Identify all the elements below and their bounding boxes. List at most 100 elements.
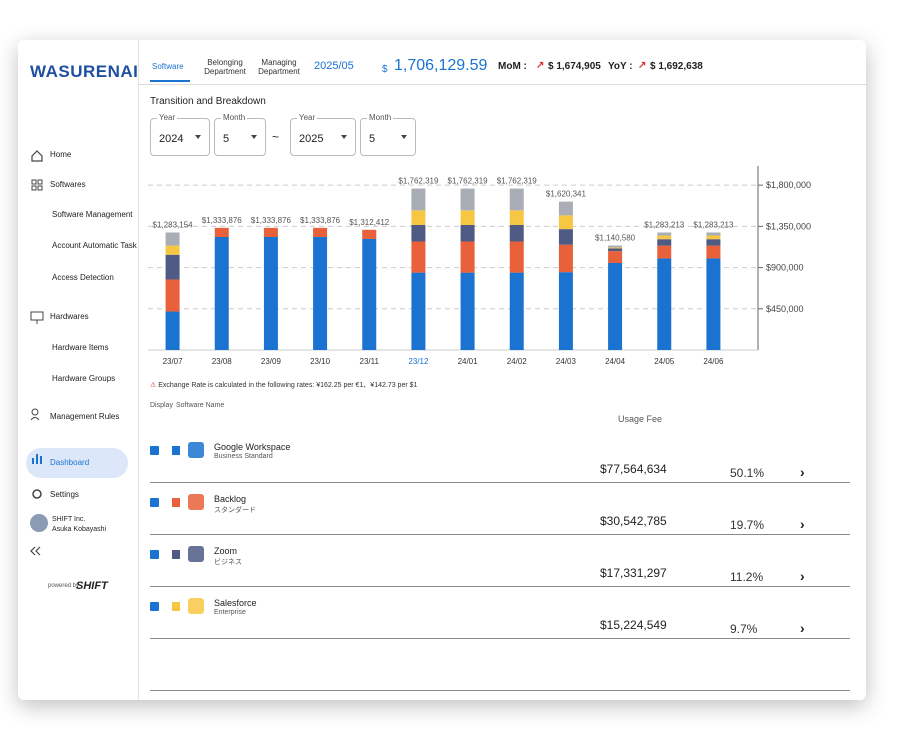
usage-share: 9.7% xyxy=(730,622,758,636)
yoy-label: YoY : xyxy=(608,61,633,72)
bar-segment xyxy=(165,232,180,246)
table: Google Workspace Business Standard Backlog… xyxy=(150,432,850,692)
nav-item[interactable]: Settings xyxy=(50,490,79,499)
usage-share: 50.1% xyxy=(730,466,765,480)
month-select[interactable]: Month 5 xyxy=(360,113,416,156)
tab[interactable]: Software xyxy=(152,62,184,71)
avatar[interactable] xyxy=(30,514,48,532)
table-row: Zoom ビジネス xyxy=(150,536,850,587)
x-tick-label: 23/12 xyxy=(408,357,429,366)
bar-segment xyxy=(165,279,180,312)
x-tick-label: 23/07 xyxy=(163,357,184,366)
bar-segment xyxy=(411,241,426,273)
total-label: $1,312,412 xyxy=(349,218,390,227)
x-tick-label: 23/11 xyxy=(360,357,380,366)
nav-item[interactable]: Access Detection xyxy=(52,273,114,282)
bar-segment xyxy=(313,237,328,350)
tab[interactable]: Managing Department xyxy=(258,58,300,76)
period-select[interactable]: 2025/05 xyxy=(314,60,354,72)
nav-icons xyxy=(30,150,44,499)
row-chevron[interactable]: › xyxy=(800,464,805,480)
app-icon xyxy=(188,442,204,458)
nav-item[interactable]: Home xyxy=(50,150,72,159)
usage-fee: $77,564,634 xyxy=(600,462,667,476)
mom-arrow: ↗ xyxy=(536,60,545,71)
nav-item[interactable]: Hardware Groups xyxy=(52,374,116,383)
bar-segment xyxy=(460,210,475,225)
tab[interactable]: Belonging Department xyxy=(204,58,246,76)
year-select[interactable]: Year 2024 xyxy=(150,113,210,156)
checkbox[interactable] xyxy=(150,446,159,455)
bar-segment xyxy=(706,239,721,246)
nav-item[interactable]: Software Management xyxy=(52,210,133,219)
collapse-button[interactable] xyxy=(30,546,42,556)
bar-segment xyxy=(460,272,475,350)
bar-segment xyxy=(706,245,721,259)
total-label: $1,333,876 xyxy=(300,216,341,225)
logo[interactable]: WASURENAI xyxy=(30,62,139,81)
nav-item[interactable]: Management Rules xyxy=(50,412,120,421)
total-label: $1,283,213 xyxy=(693,220,734,229)
nav-item[interactable]: Hardwares xyxy=(50,312,89,321)
row-chevron[interactable]: › xyxy=(800,516,805,532)
total-amount: 1,706,129.59 xyxy=(394,57,488,74)
bar-segment xyxy=(558,272,573,350)
bar-segment xyxy=(411,210,426,225)
bar-segment xyxy=(509,241,524,273)
total-label: $1,762,319 xyxy=(497,177,538,186)
bar-segment xyxy=(214,237,229,350)
note-text: Exchange Rate is calculated in the follo… xyxy=(158,382,418,389)
yoy-arrow: ↗ xyxy=(638,60,647,71)
yoy-value: $ 1,692,638 xyxy=(650,61,703,72)
field-label: Year xyxy=(297,113,318,122)
x-tick-label: 24/03 xyxy=(556,357,577,366)
nav-item[interactable]: Hardware Items xyxy=(52,343,109,352)
bar-segment xyxy=(411,272,426,350)
x-tick-label: 23/09 xyxy=(261,357,282,366)
series-swatch xyxy=(172,446,180,455)
chart-title: Transition and Breakdown xyxy=(150,96,266,107)
x-tick-label: 24/06 xyxy=(703,357,724,366)
row-chevron[interactable]: › xyxy=(800,568,805,584)
month-select[interactable]: Month 5 xyxy=(214,113,266,156)
checkbox[interactable] xyxy=(150,602,159,611)
x-tick-label: 23/08 xyxy=(212,357,233,366)
app-icon xyxy=(188,494,204,510)
x-tick-label: 24/01 xyxy=(458,357,479,366)
field-value: 2024 xyxy=(159,133,184,145)
field-value: 2025 xyxy=(299,133,324,145)
usage-share: 19.7% xyxy=(730,518,765,532)
mom-label: MoM : xyxy=(498,61,527,72)
nav-item[interactable]: Dashboard xyxy=(50,458,90,467)
tab-indicator xyxy=(150,80,190,82)
software-name: Backlog xyxy=(214,494,247,504)
powered-by: powered by xyxy=(48,583,80,589)
total-label: $1,620,341 xyxy=(546,190,587,199)
bar-segment xyxy=(362,238,377,350)
table-row xyxy=(150,640,850,691)
checkbox[interactable] xyxy=(150,498,159,507)
exchange-note: ⚠ Exchange Rate is calculated in the fol… xyxy=(150,380,417,390)
bar-segment xyxy=(706,235,721,240)
bar-segment xyxy=(362,229,377,239)
bar-segment xyxy=(706,258,721,350)
field-value: 5 xyxy=(223,133,230,145)
nav-item[interactable]: Account Automatic Task xyxy=(52,241,137,250)
brand: SHIFT xyxy=(76,580,108,592)
software-plan: スタンダード xyxy=(214,507,256,514)
x-tick-label: 24/04 xyxy=(605,357,626,366)
total-label: $1,140,580 xyxy=(595,234,636,243)
bar-segment xyxy=(657,258,672,350)
nav-item[interactable]: Softwares xyxy=(50,180,86,189)
row-chevron[interactable]: › xyxy=(800,620,805,636)
year-select[interactable]: Year 2025 xyxy=(290,113,356,156)
table-row: Google Workspace Business Standard xyxy=(150,432,850,483)
software-name: Google Workspace xyxy=(214,442,291,452)
bar-segment xyxy=(509,188,524,211)
bar-segment xyxy=(558,215,573,230)
user-name: Asuka Kobayashi xyxy=(52,526,107,533)
series-swatch xyxy=(172,550,180,559)
bar-segment xyxy=(460,241,475,273)
checkbox[interactable] xyxy=(150,550,159,559)
